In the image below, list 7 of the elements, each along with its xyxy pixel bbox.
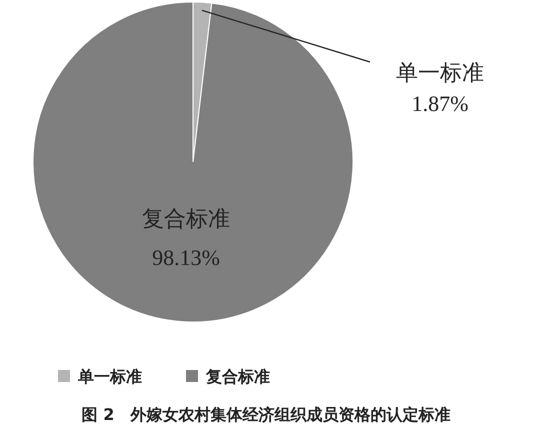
data-label: 1.87%: [412, 91, 468, 116]
slice-label: 复合标准: [142, 207, 230, 232]
legend-label: 复合标准: [205, 367, 270, 386]
legend-label: 单一标准: [77, 367, 142, 386]
text: 图 2 外嫁女农村集体经济组织成员资格的认定标准: [82, 405, 450, 424]
data-label: 98.13%: [152, 245, 220, 270]
slice-label: 单一标准: [396, 61, 484, 86]
